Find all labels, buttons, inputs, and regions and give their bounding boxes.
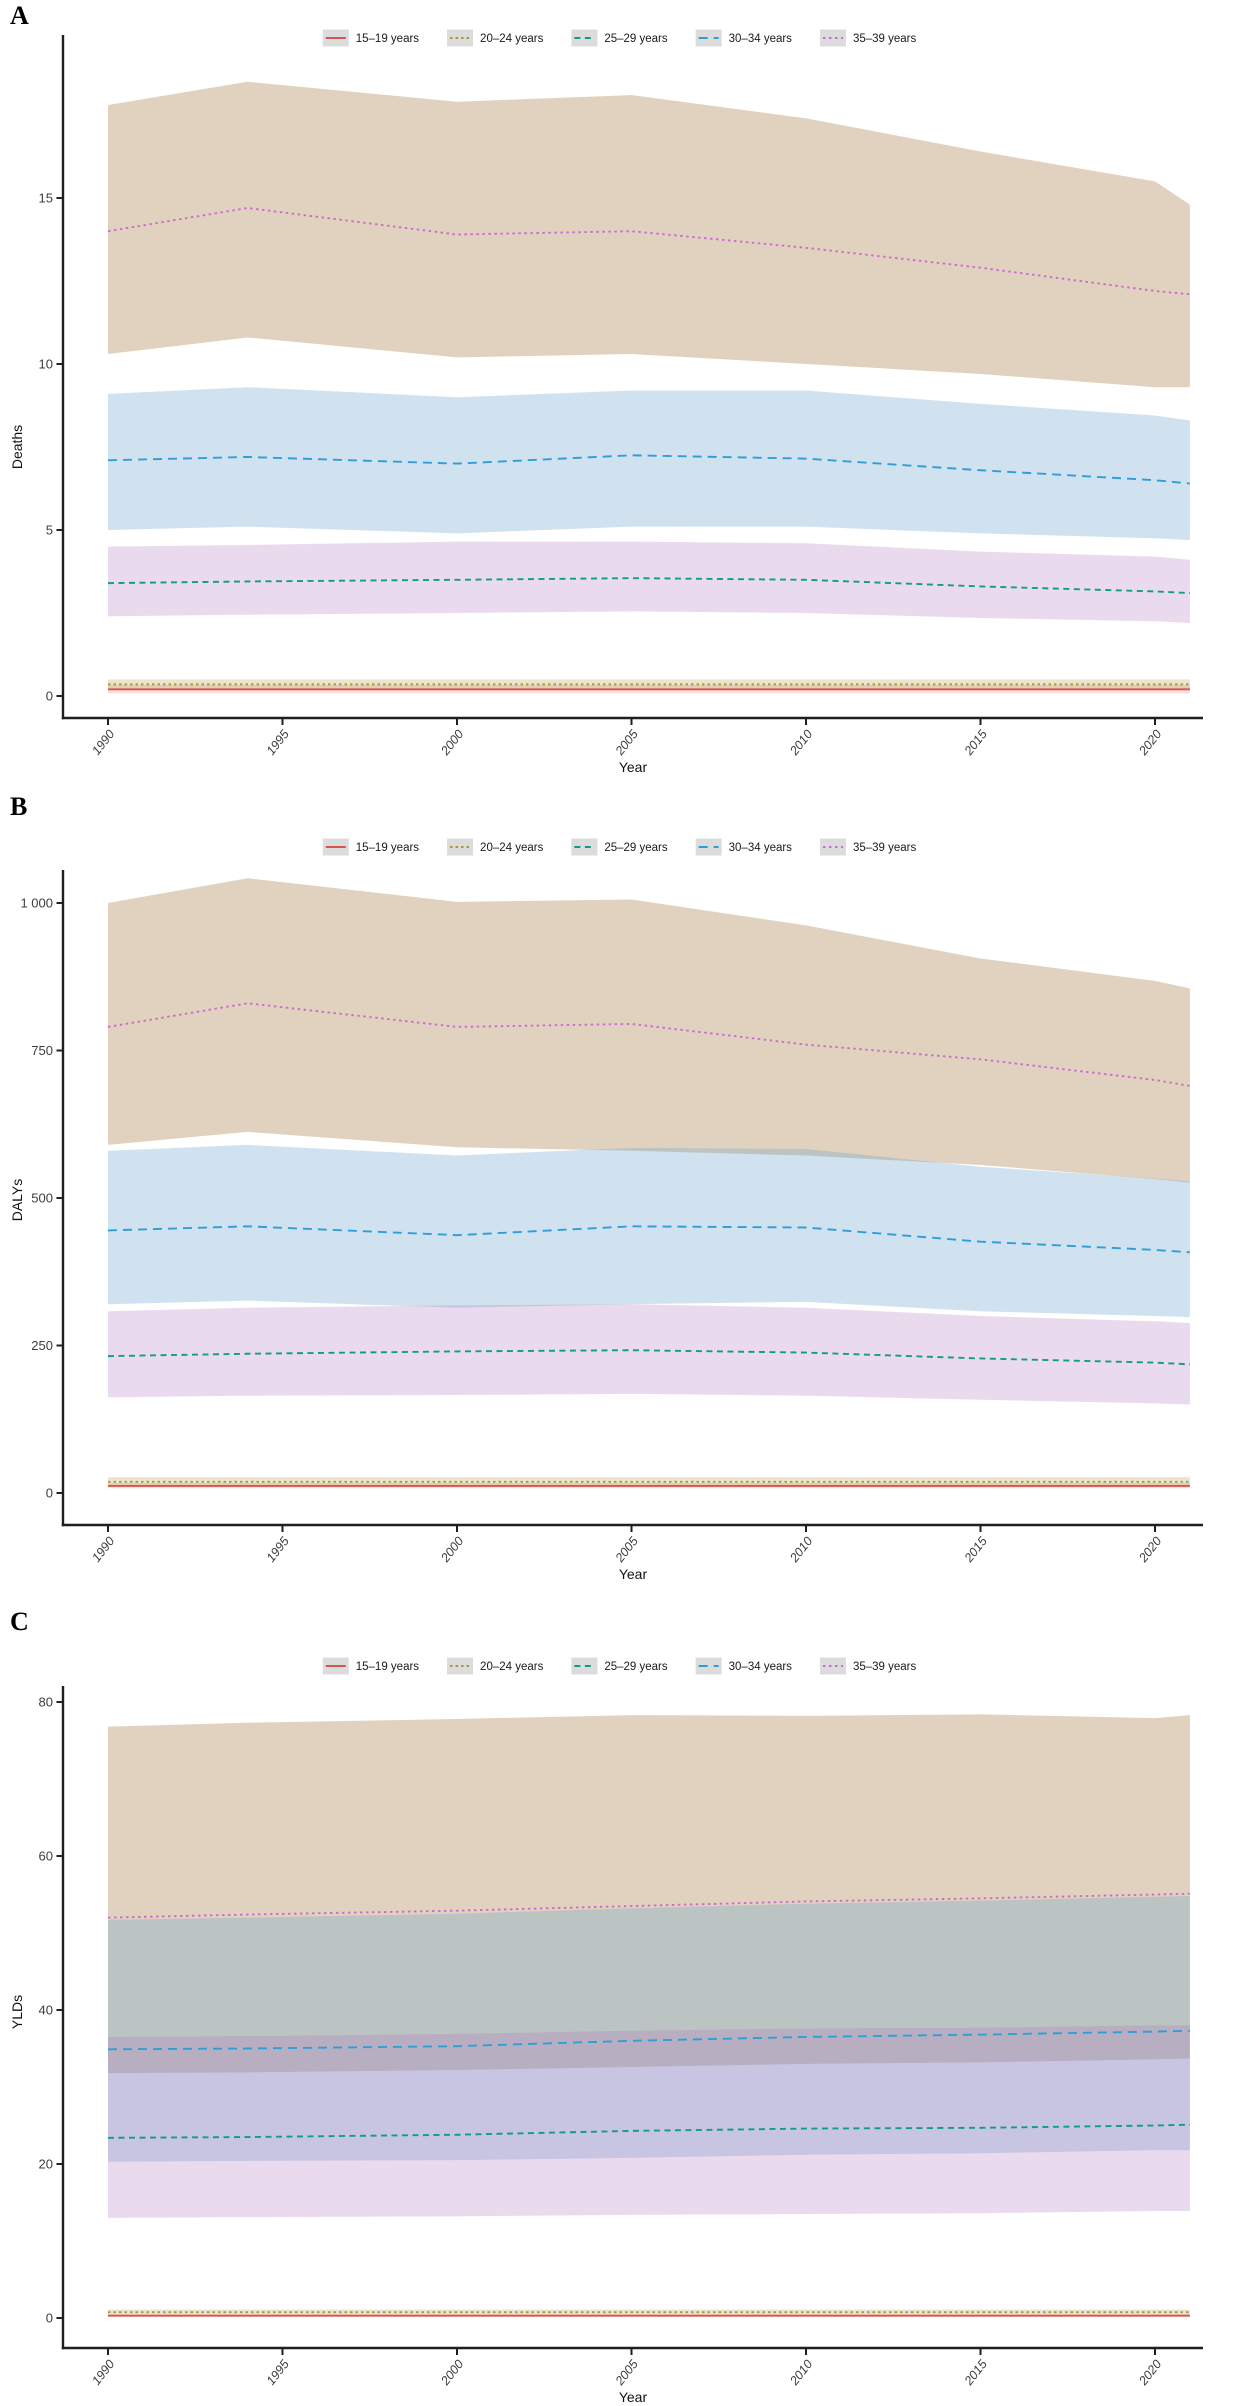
legend-item-15-19-: 15–19 years	[322, 1657, 420, 1675]
legend-key-box	[571, 29, 598, 47]
legend-item-30-34-: 30–34 years	[695, 29, 793, 47]
y-tick-label: 750	[31, 1043, 53, 1058]
legend-item-label: 15–19 years	[356, 1661, 420, 1673]
panel-background	[0, 1600, 1245, 2406]
legend-key-box	[819, 838, 846, 856]
legend-item-30-34-: 30–34 years	[695, 838, 793, 856]
legend-key-box	[819, 1657, 846, 1675]
ci-band-25-29-	[108, 2025, 1190, 2218]
y-tick-label: 15	[39, 191, 53, 206]
legend-key-box	[447, 1657, 474, 1675]
panel-background	[0, 785, 1245, 1600]
y-tick-label: 1 000	[20, 896, 53, 911]
y-axis-title: DALYs	[9, 1179, 25, 1222]
ci-band-30-34-	[108, 1144, 1190, 1318]
legend-item-15-19-: 15–19 years	[322, 29, 420, 47]
legend-item-label: 15–19 years	[356, 33, 420, 45]
y-tick-label: 5	[46, 523, 53, 538]
panel-label: A	[10, 1, 29, 30]
legend-item-15-19-: 15–19 years	[322, 838, 420, 856]
y-axis-title: YLDs	[9, 1995, 25, 2029]
legend-item-20-24-: 20–24 years	[447, 29, 544, 47]
legend-item-label: 25–29 years	[604, 842, 668, 854]
legend-item-label: 20–24 years	[480, 842, 544, 854]
panel-a: 0 5 10 15 1990 1995 2000 2005 2010 2015 2020 Year De…	[0, 0, 1245, 785]
y-tick-label: 60	[39, 1849, 53, 1864]
legend-key-box	[819, 29, 846, 47]
legend-key-box	[571, 838, 598, 856]
legend-item-label: 30–34 years	[729, 33, 793, 45]
y-tick-label: 20	[39, 2157, 53, 2172]
legend-key-box	[695, 1657, 722, 1675]
y-tick-label: 500	[31, 1191, 53, 1206]
series-line-25-29-	[107, 1349, 1190, 1366]
y-tick-label: 80	[39, 1695, 53, 1710]
ci-band-35-39-	[108, 1714, 1190, 2074]
legend-item-label: 15–19 years	[356, 842, 420, 854]
panel-label: B	[10, 792, 27, 821]
series-line-25-29-	[107, 2123, 1190, 2139]
panel-c: 0 20 40 60 80 1990 1995 2000 2005 2010 2015 2020 Yea…	[0, 1600, 1245, 2406]
y-tick-label: 250	[31, 1338, 53, 1353]
y-tick-label: 0	[46, 1486, 53, 1501]
legend-item-label: 20–24 years	[480, 1661, 544, 1673]
legend-item-20-24-: 20–24 years	[447, 838, 544, 856]
panel-background	[0, 0, 1245, 785]
y-tick-label: 10	[39, 357, 53, 372]
series-line-35-39-	[107, 1892, 1190, 1919]
legend-item-35-39-: 35–39 years	[819, 29, 917, 47]
legend-item-25-29-: 25–29 years	[571, 29, 668, 47]
legend-item-20-24-: 20–24 years	[447, 1657, 544, 1675]
legend-item-35-39-: 35–39 years	[819, 1657, 917, 1675]
x-axis-title: Year	[619, 2389, 648, 2405]
legend-item-label: 35–39 years	[853, 1661, 917, 1673]
legend-key-box	[447, 29, 474, 47]
legend-item-label: 25–29 years	[604, 1661, 668, 1673]
legend-key-box	[571, 1657, 598, 1675]
x-axis-title: Year	[619, 759, 648, 775]
legend-key-box	[695, 838, 722, 856]
series-line-25-29-	[107, 577, 1190, 595]
ci-band-35-39-	[108, 878, 1190, 1183]
y-tick-label: 0	[46, 689, 53, 704]
panel-b: 0 250 500 750 1 000 1990 1995 2000 2005 2010 2015 2…	[0, 785, 1245, 1600]
ci-band-25-29-	[108, 541, 1190, 623]
legend-item-label: 35–39 years	[853, 842, 917, 854]
ci-band-35-39-	[108, 81, 1190, 388]
x-axis-title: Year	[619, 1566, 648, 1582]
y-tick-label: 0	[46, 2311, 53, 2326]
ci-band-30-34-	[108, 387, 1190, 540]
legend-item-25-29-: 25–29 years	[571, 838, 668, 856]
legend-item-label: 25–29 years	[604, 33, 668, 45]
legend-key-box	[695, 29, 722, 47]
ci-band-25-29-	[108, 1304, 1190, 1405]
ci-band-30-34-	[108, 1896, 1190, 2162]
legend-key-box	[447, 838, 474, 856]
y-axis-title: Deaths	[9, 425, 25, 469]
legend-item-label: 30–34 years	[729, 1661, 793, 1673]
legend-item-label: 35–39 years	[853, 33, 917, 45]
legend-item-35-39-: 35–39 years	[819, 838, 917, 856]
legend-item-label: 30–34 years	[729, 842, 793, 854]
legend-item-25-29-: 25–29 years	[571, 1657, 668, 1675]
legend-item-label: 20–24 years	[480, 33, 544, 45]
y-tick-label: 40	[39, 2003, 53, 2018]
panel-label: C	[10, 1607, 29, 1636]
legend-item-30-34-: 30–34 years	[695, 1657, 793, 1675]
